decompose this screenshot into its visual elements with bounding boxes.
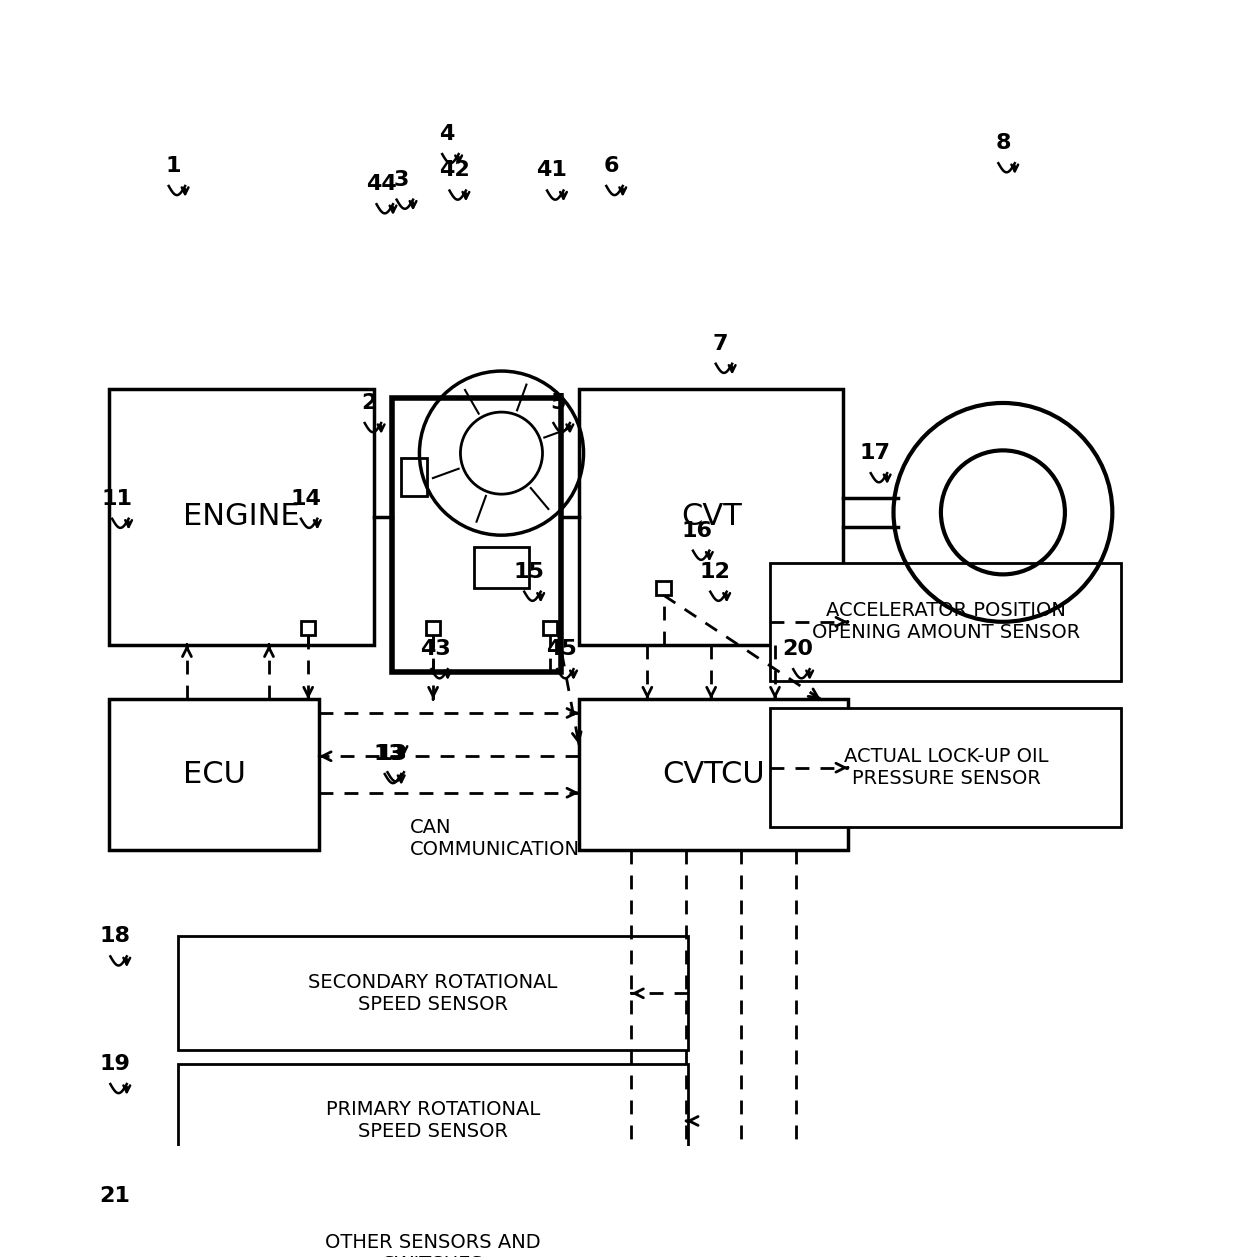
Text: CVT: CVT: [681, 503, 742, 532]
Text: ACTUAL LOCK-UP OIL
PRESSURE SENSOR: ACTUAL LOCK-UP OIL PRESSURE SENSOR: [843, 747, 1048, 788]
Text: 5: 5: [551, 393, 565, 414]
Text: 44: 44: [366, 175, 397, 194]
Bar: [425, 621, 440, 636]
Text: ENGINE: ENGINE: [184, 503, 300, 532]
Bar: [656, 581, 671, 596]
Text: CAN
COMMUNICATION: CAN COMMUNICATION: [410, 818, 580, 859]
Text: 3: 3: [393, 170, 409, 190]
Bar: [177, 936, 688, 1051]
Text: 14: 14: [290, 489, 321, 509]
Text: CVTCU: CVTCU: [662, 760, 765, 789]
Bar: [543, 621, 557, 636]
Bar: [402, 458, 427, 497]
Text: 20: 20: [782, 639, 813, 659]
Text: 13: 13: [374, 744, 404, 764]
Text: PRIMARY ROTATIONAL
SPEED SENSOR: PRIMARY ROTATIONAL SPEED SENSOR: [326, 1100, 541, 1141]
Text: 19: 19: [99, 1053, 130, 1073]
Text: 17: 17: [859, 444, 890, 463]
Bar: [579, 390, 843, 645]
Text: 16: 16: [682, 520, 713, 541]
Bar: [474, 547, 528, 587]
Text: 7: 7: [713, 333, 728, 353]
Bar: [109, 699, 319, 850]
Text: 15: 15: [513, 562, 544, 582]
Text: 42: 42: [439, 161, 470, 181]
Text: ACCELERATOR POSITION
OPENING AMOUNT SENSOR: ACCELERATOR POSITION OPENING AMOUNT SENS…: [812, 601, 1080, 642]
Bar: [579, 699, 848, 850]
Text: 11: 11: [102, 489, 133, 509]
Text: 2: 2: [362, 393, 377, 414]
Text: 21: 21: [99, 1187, 130, 1207]
Bar: [392, 398, 560, 672]
Text: 12: 12: [699, 562, 730, 582]
Text: 43: 43: [420, 639, 451, 659]
Text: ECU: ECU: [182, 760, 246, 789]
Bar: [109, 390, 373, 645]
Text: 41: 41: [536, 161, 567, 181]
Text: SECONDARY ROTATIONAL
SPEED SENSOR: SECONDARY ROTATIONAL SPEED SENSOR: [309, 973, 558, 1014]
Text: OTHER SENSORS AND
SWITCHES: OTHER SENSORS AND SWITCHES: [325, 1233, 541, 1257]
Text: 6: 6: [603, 156, 619, 176]
Bar: [177, 1197, 688, 1257]
Text: 18: 18: [99, 926, 130, 947]
Bar: [770, 709, 1121, 827]
Bar: [301, 621, 315, 636]
Text: 13: 13: [377, 744, 408, 764]
Bar: [177, 1063, 688, 1178]
Text: 1: 1: [165, 156, 181, 176]
Text: 4: 4: [439, 124, 455, 145]
Text: 8: 8: [996, 133, 1011, 153]
Bar: [770, 563, 1121, 681]
Text: 45: 45: [547, 639, 577, 659]
